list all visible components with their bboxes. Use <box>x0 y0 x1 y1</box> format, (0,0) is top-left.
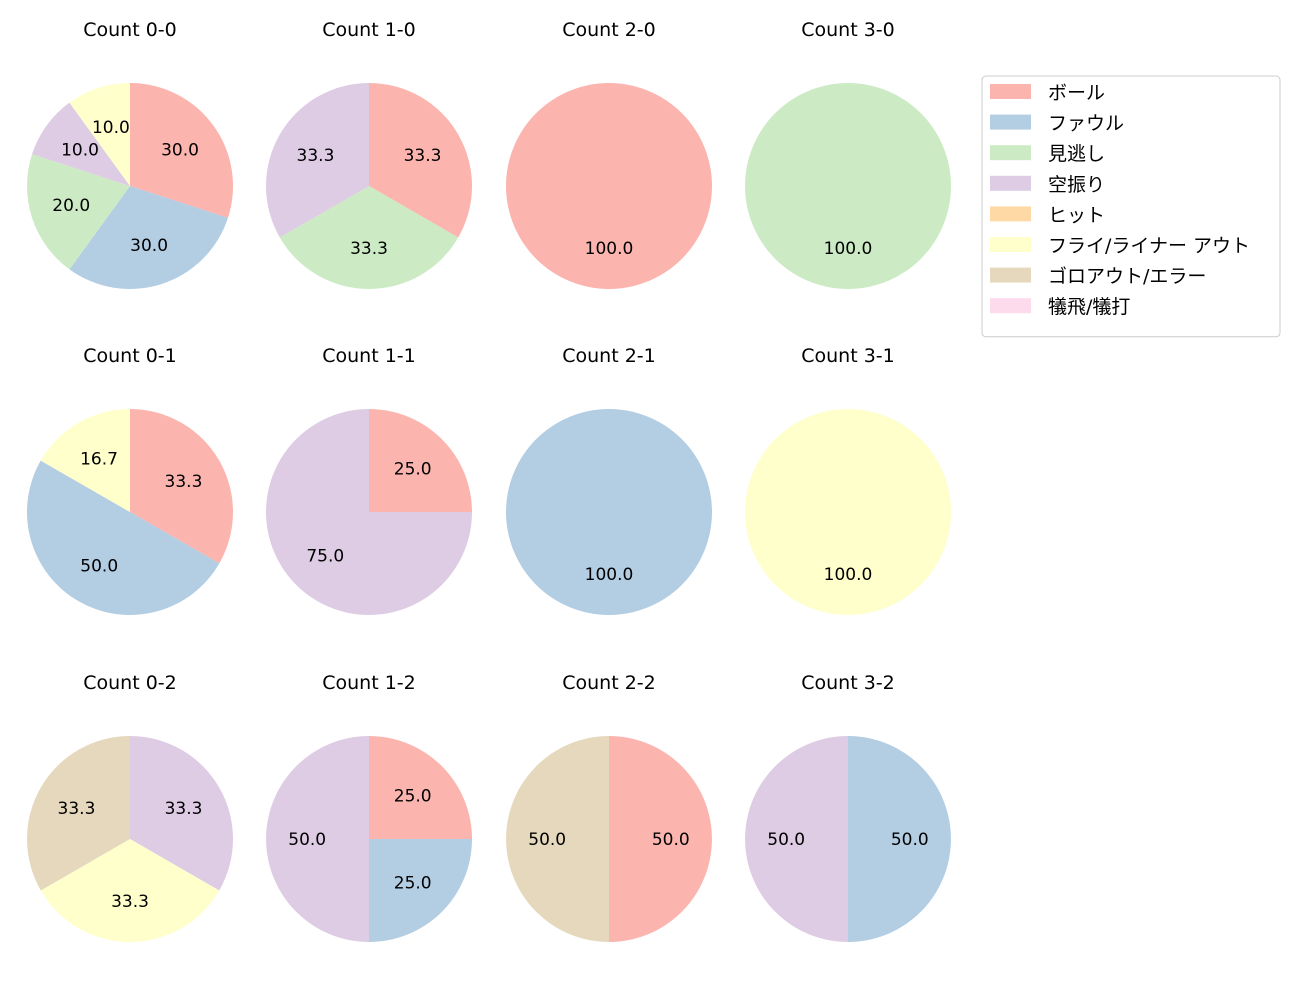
pie-slice <box>40 839 220 942</box>
pie-slice <box>745 409 951 615</box>
pie-slice <box>266 736 369 942</box>
pie-slice <box>69 83 130 186</box>
pie-count-3-2: Count 3-2 50.0 50.0 <box>745 672 951 942</box>
pie-slice <box>27 736 130 891</box>
pie-slice <box>32 102 130 186</box>
slice-label: 50.0 <box>288 830 326 850</box>
slice-label: 20.0 <box>52 196 90 216</box>
legend-swatch <box>990 114 1031 130</box>
pie-title: Count 0-1 <box>83 345 177 367</box>
pie-count-1-1: Count 1-1 25.0 75.0 <box>266 345 472 615</box>
slice-label: 33.3 <box>111 892 149 912</box>
pie-slice <box>130 83 233 218</box>
slice-label: 33.3 <box>165 472 203 492</box>
pie-count-0-0: Count 0-0 30.0 30.0 20.0 10.0 10.0 <box>26 19 233 289</box>
pie-slice <box>745 83 951 289</box>
pie-title: Count 1-2 <box>322 672 416 694</box>
pie-slice <box>130 736 233 891</box>
pie-title: Count 3-1 <box>801 345 895 367</box>
slice-label: 50.0 <box>891 830 929 850</box>
slice-label: 10.0 <box>92 118 130 138</box>
pie-slice <box>745 736 848 942</box>
legend-swatch <box>990 84 1031 99</box>
slice-label: 100.0 <box>824 565 873 585</box>
legend-swatch <box>990 298 1031 314</box>
pie-slice <box>506 736 609 942</box>
slice-label: 50.0 <box>528 830 566 850</box>
pie-count-0-2: Count 0-2 33.3 33.3 33.3 <box>27 672 233 942</box>
pie-slice <box>26 154 131 270</box>
pie-slice <box>506 409 712 615</box>
pie-slice <box>369 83 472 238</box>
legend-label: ファウル <box>1048 113 1124 135</box>
legend-swatch <box>990 206 1031 222</box>
slice-label: 75.0 <box>306 547 344 567</box>
pie-title: Count 2-0 <box>562 19 656 41</box>
pie-slice <box>369 409 472 512</box>
pie-slice <box>506 83 712 289</box>
slice-label: 25.0 <box>394 459 432 479</box>
pie-title: Count 0-2 <box>83 672 177 694</box>
legend-label: ボール <box>1048 82 1105 104</box>
slice-label: 30.0 <box>161 141 199 161</box>
slice-label: 33.3 <box>404 146 442 166</box>
pie-count-2-0: Count 2-0 100.0 <box>506 19 712 289</box>
pie-slice <box>40 409 130 512</box>
slice-label: 25.0 <box>394 874 432 894</box>
slice-label: 33.3 <box>165 799 203 819</box>
legend-swatch <box>990 267 1031 283</box>
pies-layer: Count 0-0 30.0 30.0 20.0 10.0 10.0 Count 1-0 33… <box>26 19 951 942</box>
legend-swatch <box>990 175 1031 191</box>
pie-count-2-2: Count 2-2 50.0 50.0 <box>506 672 712 942</box>
slice-label: 33.3 <box>58 799 96 819</box>
pie-count-3-0: Count 3-0 100.0 <box>745 19 951 289</box>
slice-label: 100.0 <box>585 565 634 585</box>
pie-title: Count 1-0 <box>322 19 416 41</box>
pie-title: Count 3-2 <box>801 672 895 694</box>
legend-label: 空振り <box>1048 174 1105 196</box>
slice-label: 50.0 <box>80 557 118 577</box>
legend-swatch <box>990 237 1031 252</box>
legend-label: 見逃し <box>1048 143 1105 165</box>
slice-label: 33.3 <box>350 239 388 259</box>
legend-swatch <box>990 145 1031 161</box>
pie-count-1-2: Count 1-2 25.0 25.0 50.0 <box>266 672 472 942</box>
pie-slice <box>848 736 951 942</box>
pie-slice <box>369 839 472 942</box>
pie-count-0-1: Count 0-1 33.3 50.0 16.7 <box>26 345 234 615</box>
pie-title: Count 2-2 <box>562 672 656 694</box>
slice-label: 30.0 <box>130 236 168 256</box>
slice-label: 25.0 <box>394 786 432 806</box>
pie-title: Count 1-1 <box>322 345 416 367</box>
pie-count-1-0: Count 1-0 33.3 33.3 33.3 <box>266 19 472 289</box>
legend-label: フライ/ライナー アウト <box>1048 235 1250 257</box>
pie-slice <box>26 460 220 615</box>
pie-slice <box>130 409 234 564</box>
slice-label: 16.7 <box>80 450 118 470</box>
pie-title: Count 3-0 <box>801 19 895 41</box>
pie-title: Count 0-0 <box>83 19 177 41</box>
pie-slice <box>266 83 369 238</box>
slice-label: 33.3 <box>297 146 335 166</box>
pie-title: Count 2-1 <box>562 345 656 367</box>
pie-slice <box>609 736 712 942</box>
pie-slice <box>369 736 472 839</box>
pie-count-2-1: Count 2-1 100.0 <box>506 345 712 615</box>
pie-slice <box>69 186 228 289</box>
slice-label: 10.0 <box>61 141 99 161</box>
legend-frame <box>981 75 1281 338</box>
pie-slice <box>266 409 472 615</box>
legend-label: ヒット <box>1048 204 1105 226</box>
pie-count-3-1: Count 3-1 100.0 <box>745 345 951 615</box>
slice-label: 50.0 <box>767 830 805 850</box>
slice-label: 100.0 <box>824 239 873 259</box>
legend-label: 犠飛/犠打 <box>1048 296 1130 318</box>
slice-label: 50.0 <box>652 830 690 850</box>
slice-label: 100.0 <box>585 239 634 259</box>
legend-label: ゴロアウト/エラー <box>1048 266 1206 288</box>
